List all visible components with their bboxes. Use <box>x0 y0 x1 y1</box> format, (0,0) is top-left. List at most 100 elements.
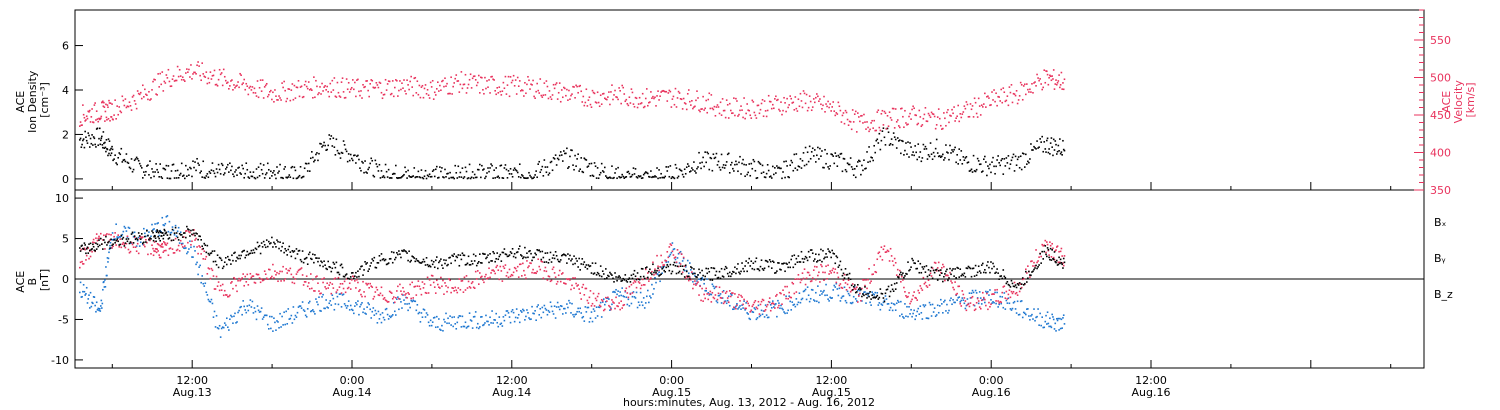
data-point-By <box>885 298 888 300</box>
data-point-Bz <box>1005 290 1008 293</box>
data-point-Bz <box>836 272 839 274</box>
data-point-Bz <box>252 275 255 277</box>
data-point-Bz <box>211 269 214 272</box>
data-point-velocity <box>769 100 772 103</box>
data-point-By <box>291 322 294 324</box>
data-point-velocity <box>121 95 124 98</box>
data-point-By <box>88 294 90 296</box>
data-point-velocity <box>280 99 282 101</box>
data-point-Bx <box>842 272 845 275</box>
data-point-density <box>670 177 673 180</box>
data-point-density <box>92 144 94 146</box>
data-point-By <box>303 310 306 312</box>
data-point-By <box>542 311 545 314</box>
data-point-Bz <box>307 282 310 284</box>
data-point-density <box>496 176 499 178</box>
data-point-Bz <box>855 286 858 289</box>
data-point-By <box>360 303 362 306</box>
x-tick-date: Aug.16 <box>972 386 1011 399</box>
data-point-Bx <box>434 259 437 262</box>
data-point-By <box>354 305 356 307</box>
data-point-By <box>645 295 648 298</box>
data-point-Bz <box>1062 264 1065 267</box>
data-point-velocity <box>1052 69 1055 71</box>
data-point-By <box>942 311 944 314</box>
data-point-velocity <box>408 88 410 91</box>
data-point-Bx <box>384 258 387 261</box>
data-point-density <box>88 146 91 148</box>
data-point-Bz <box>704 297 706 300</box>
data-point-density <box>1008 167 1011 170</box>
data-point-Bx <box>553 257 556 260</box>
data-point-Bx <box>238 254 240 257</box>
data-point-Bx <box>806 259 809 262</box>
data-point-density <box>476 168 479 171</box>
data-point-velocity <box>490 76 492 78</box>
data-point-density <box>642 173 645 176</box>
data-point-Bz <box>1001 291 1004 294</box>
data-point-By <box>377 310 380 313</box>
data-point-density <box>1011 156 1014 159</box>
data-point-density <box>806 151 809 154</box>
data-point-density <box>947 152 949 154</box>
data-point-density <box>381 176 384 178</box>
data-point-density <box>736 163 738 166</box>
data-point-Bz <box>629 293 632 295</box>
data-point-By <box>705 290 708 292</box>
data-point-density <box>631 173 634 176</box>
data-point-By <box>913 309 915 312</box>
data-point-Bx <box>917 260 920 262</box>
data-point-By <box>171 226 174 228</box>
data-point-velocity <box>582 95 585 98</box>
data-point-Bx <box>106 244 108 246</box>
data-point-Bx <box>172 239 175 241</box>
data-point-Bx <box>768 259 771 261</box>
data-point-By <box>408 302 410 305</box>
data-point-Bz <box>744 307 746 310</box>
data-point-Bx <box>974 264 977 267</box>
data-point-By <box>729 292 732 295</box>
data-point-Bz <box>908 292 910 294</box>
data-point-Bz <box>83 247 86 250</box>
data-point-By <box>1050 326 1053 329</box>
data-point-By <box>994 291 996 294</box>
data-point-By <box>748 317 751 320</box>
data-point-Bx <box>149 237 151 239</box>
data-point-By <box>821 293 823 295</box>
data-point-velocity <box>1021 98 1024 101</box>
data-point-By <box>434 326 437 329</box>
data-point-Bx <box>131 231 134 234</box>
data-point-density <box>970 168 973 171</box>
data-point-Bz <box>596 295 599 298</box>
data-point-velocity <box>536 82 538 85</box>
data-point-velocity <box>116 105 118 107</box>
data-point-density <box>144 174 146 176</box>
data-point-velocity <box>443 85 445 88</box>
data-point-density <box>744 175 746 178</box>
data-point-density <box>571 149 573 152</box>
data-point-Bx <box>907 261 909 263</box>
data-point-Bx <box>241 251 243 253</box>
data-point-Bx <box>1005 282 1008 285</box>
data-point-By <box>243 305 246 308</box>
data-point-Bz <box>329 281 332 284</box>
data-point-velocity <box>560 89 563 91</box>
data-point-density <box>321 146 323 148</box>
data-point-Bx <box>866 297 868 299</box>
data-point-density <box>511 175 514 178</box>
data-point-density <box>628 172 631 175</box>
data-point-velocity <box>1053 88 1056 90</box>
data-point-Bz <box>491 269 493 272</box>
data-point-velocity <box>787 106 789 109</box>
data-point-Bz <box>112 245 114 248</box>
data-point-Bx <box>572 263 574 266</box>
data-point-velocity <box>766 109 769 112</box>
data-point-By <box>659 280 661 283</box>
x-tick-label: 0:00 <box>979 374 1004 387</box>
data-point-velocity <box>657 90 659 92</box>
data-point-density <box>957 163 959 165</box>
data-point-velocity <box>636 106 639 109</box>
data-point-density <box>752 158 755 161</box>
data-point-Bz <box>1034 265 1036 267</box>
data-point-velocity <box>1012 92 1015 95</box>
